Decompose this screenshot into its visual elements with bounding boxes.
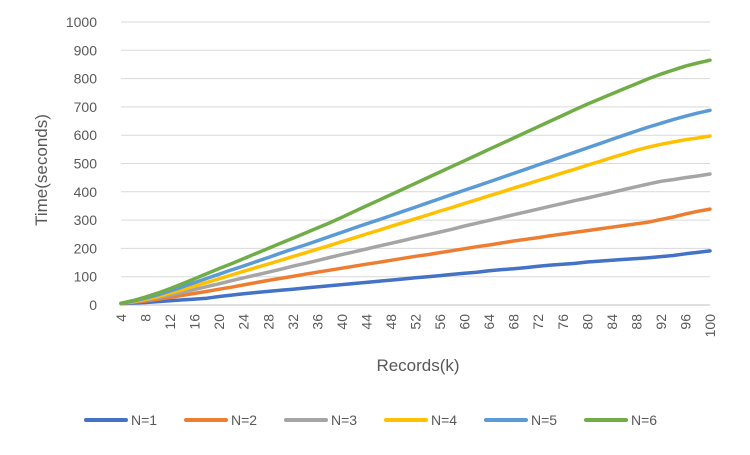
y-tick-label: 1000 (66, 14, 97, 30)
series-line-n4 (119, 134, 712, 306)
series-line-n1 (119, 249, 712, 306)
legend-item: N=3 (284, 412, 357, 428)
x-tick-label: 20 (211, 314, 227, 330)
x-tick-label: 24 (236, 314, 252, 330)
legend-item: N=2 (184, 412, 257, 428)
x-tick-label: 16 (187, 314, 203, 330)
legend-label: N=3 (331, 412, 357, 428)
x-tick-label: 72 (530, 314, 546, 330)
series-line-n5 (119, 108, 712, 306)
series-line-n2 (119, 207, 712, 306)
y-tick-label: 0 (89, 297, 97, 313)
x-tick-label: 96 (677, 314, 693, 330)
x-tick-label: 68 (506, 314, 522, 330)
x-tick-label: 64 (481, 314, 497, 330)
y-tick-label: 900 (74, 42, 98, 58)
gridlines (121, 21, 710, 306)
x-tick-label: 76 (555, 314, 571, 330)
x-tick-label: 36 (309, 314, 325, 330)
x-tick-label: 28 (260, 314, 276, 330)
x-tick-label: 32 (285, 314, 301, 330)
legend-label: N=6 (631, 412, 657, 428)
x-tick-label: 84 (604, 314, 620, 330)
y-tick-label: 700 (74, 99, 98, 115)
y-tick-label: 300 (74, 212, 98, 228)
x-tick-label: 60 (457, 314, 473, 330)
y-tick-label: 400 (74, 184, 98, 200)
legend-item: N=1 (84, 412, 157, 428)
y-tick-label: 800 (74, 71, 98, 87)
x-tick-label: 44 (358, 314, 374, 330)
y-tick-label: 100 (74, 269, 98, 285)
y-axis-ticks: 0 100 200 300 400 500 600 700 800 900 1000 (66, 14, 97, 313)
legend: N=1 N=2 N=3 N=4 N=5 N=6 (84, 412, 657, 428)
x-tick-label: 100 (702, 314, 718, 338)
x-tick-label: 88 (628, 314, 644, 330)
x-axis-title: Records(k) (376, 356, 459, 375)
legend-label: N=1 (131, 412, 157, 428)
legend-label: N=2 (231, 412, 257, 428)
y-tick-label: 600 (74, 127, 98, 143)
series-lines (119, 58, 712, 306)
x-tick-label: 92 (653, 314, 669, 330)
legend-item: N=5 (484, 412, 557, 428)
x-tick-label: 80 (579, 314, 595, 330)
y-axis-title: Time(seconds) (32, 114, 51, 226)
legend-item: N=4 (384, 412, 457, 428)
legend-label: N=4 (431, 412, 457, 428)
x-tick-label: 4 (113, 314, 129, 322)
x-tick-label: 8 (138, 314, 154, 322)
x-tick-label: 52 (408, 314, 424, 330)
legend-label: N=5 (531, 412, 557, 428)
x-tick-label: 56 (432, 314, 448, 330)
series-line-n6 (119, 58, 712, 306)
y-tick-label: 200 (74, 240, 98, 256)
legend-item: N=6 (584, 412, 657, 428)
x-tick-label: 48 (383, 314, 399, 330)
x-axis-ticks: 4 8 12 16 20 24 28 32 36 40 44 48 52 56 60 64 68 72 76 80 84… (113, 314, 718, 338)
series-line-n3 (119, 172, 712, 306)
y-tick-label: 500 (74, 156, 98, 172)
x-tick-label: 12 (162, 314, 178, 330)
x-tick-label: 40 (334, 314, 350, 330)
